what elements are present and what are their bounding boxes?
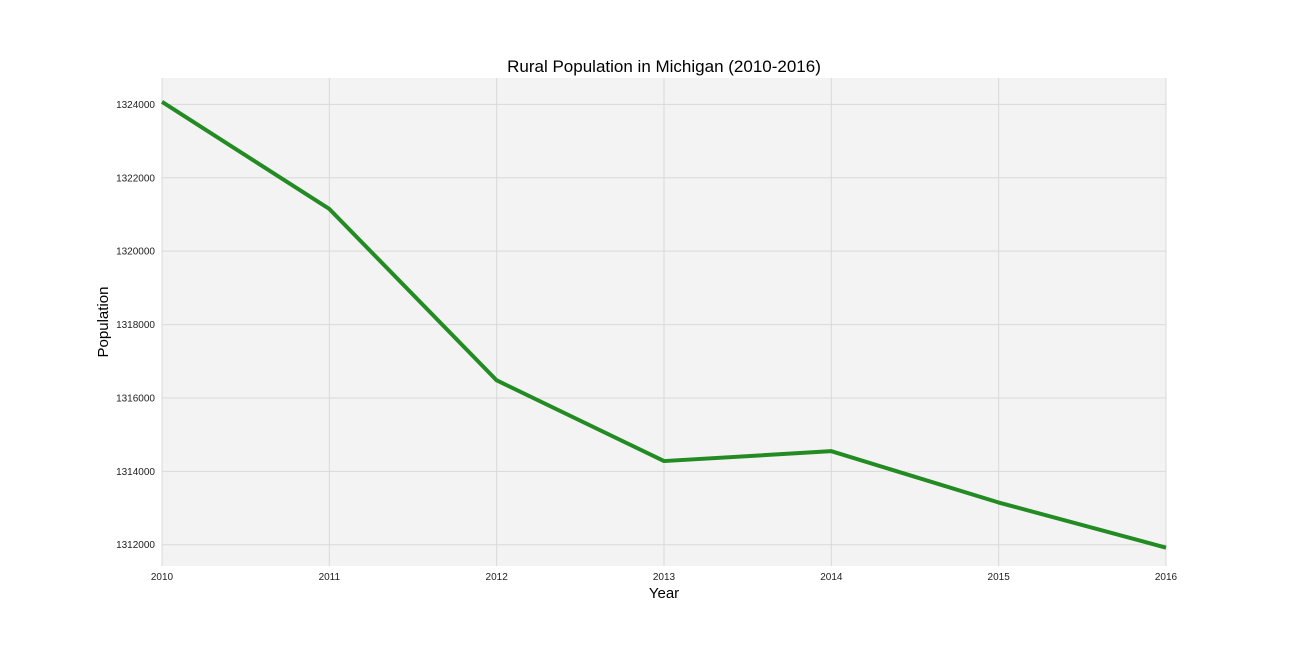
- x-tick-label: 2014: [820, 572, 843, 583]
- x-tick-label: 2016: [1155, 572, 1178, 583]
- y-tick-label: 1314000: [116, 467, 155, 478]
- series-line: [160, 100, 1167, 550]
- y-axis-label: Population: [95, 287, 112, 358]
- y-tick-label: 1320000: [116, 247, 155, 258]
- x-tick-label: 2015: [988, 572, 1011, 583]
- x-axis-label: Year: [649, 585, 679, 602]
- y-tick-label: 1318000: [116, 320, 155, 331]
- y-tick-label: 1316000: [116, 393, 155, 404]
- x-axis-ticks: 2010 2011 2012 2013 2014 2015 2016: [151, 572, 1178, 583]
- x-grid: [161, 78, 1167, 566]
- x-tick-label: 2013: [653, 572, 676, 583]
- y-axis-ticks: 1312000 1314000 1316000 1318000 1320000 13220…: [116, 100, 155, 551]
- chart-title: Rural Population in Michigan (2010-2016): [507, 57, 821, 76]
- x-tick-label: 2010: [151, 572, 174, 583]
- x-tick-label: 2012: [486, 572, 509, 583]
- y-tick-label: 1322000: [116, 173, 155, 184]
- y-tick-label: 1324000: [116, 100, 155, 111]
- y-grid: [162, 103, 1166, 546]
- x-tick-label: 2011: [319, 572, 341, 583]
- series-layer: [160, 100, 1167, 550]
- y-tick-label: 1312000: [116, 540, 155, 551]
